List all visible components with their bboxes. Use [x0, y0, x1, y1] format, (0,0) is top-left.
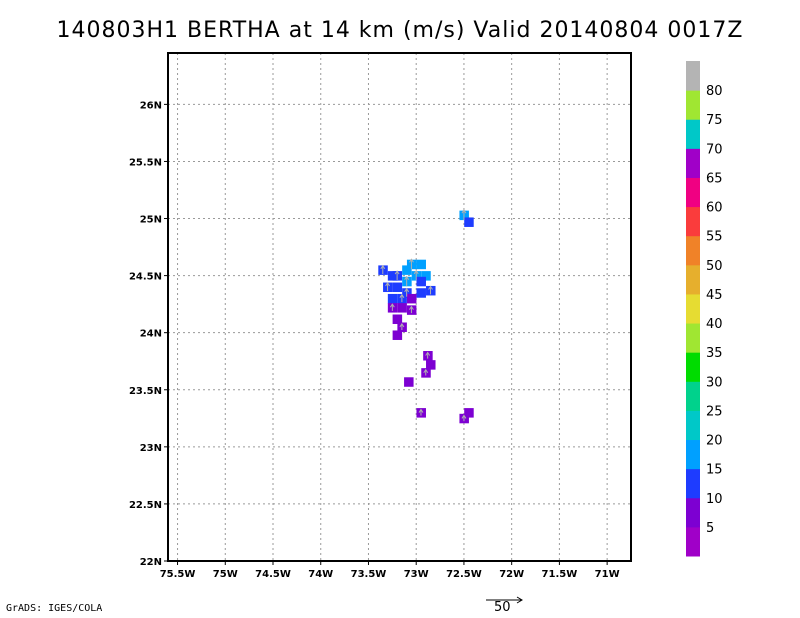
x-tick-label: 71W: [595, 569, 620, 580]
colorbar-label: 75: [706, 113, 723, 128]
wind-arrowhead: [409, 258, 414, 263]
y-tick-label: 25N: [140, 215, 162, 226]
reference-vector: [486, 596, 523, 604]
x-tick-label: 71.5W: [542, 569, 578, 580]
wind-cell: [464, 217, 474, 227]
colorbar-label: 60: [706, 201, 723, 216]
wind-arrowhead: [404, 287, 410, 293]
reference-vector-arrowhead: [516, 596, 523, 604]
y-axis: 22N 22.5N 23N 23.5N 24N 24.5N 25N 25.5N 26N: [129, 100, 168, 568]
x-tick-label: 72W: [499, 569, 524, 580]
x-tick-label: 73W: [404, 569, 429, 580]
colorbar-label: 10: [706, 492, 723, 507]
wind-arrowhead: [404, 275, 410, 280]
wind-cell: [464, 408, 474, 418]
wind-cell: [404, 377, 414, 387]
wind-cell: [392, 330, 403, 340]
colorbar-label: 5: [706, 521, 714, 536]
wind-cell: [406, 293, 417, 304]
x-tick-label: 72.5W: [446, 569, 482, 580]
wind-arrowhead: [380, 264, 386, 270]
wind-cell: [416, 276, 426, 287]
colorbar-swatch: [686, 410, 700, 441]
colorbar-label: 40: [706, 317, 723, 332]
colorbar-swatch: [686, 352, 700, 382]
colorbar-swatch: [686, 148, 700, 178]
wind-cell: [387, 271, 398, 281]
wind-arrowhead: [399, 323, 405, 328]
colorbar-swatch: [686, 293, 700, 324]
colorbar-swatch: [686, 526, 700, 557]
colorbar-label: 25: [706, 404, 723, 419]
wind-cell: [421, 271, 431, 281]
wind-cell: [392, 282, 403, 293]
wind-arrowhead: [413, 269, 419, 275]
wind-arrowhead: [399, 293, 405, 298]
wind-cell: [387, 293, 398, 304]
y-tick-label: 24.5N: [129, 272, 162, 283]
colorbar-swatch: [686, 235, 700, 266]
y-tick-label: 22N: [140, 557, 162, 568]
y-tick-label: 23.5N: [129, 386, 162, 397]
x-tick-label: 74W: [308, 569, 333, 580]
x-axis: 75.5W 75W 74.5W 74W 73.5W 73W 72.5W 72W 71.5W 71W: [160, 561, 620, 580]
x-tick-label: 75.5W: [160, 569, 196, 580]
chart-title: 140803H1 BERTHA at 14 km (m/s) Valid 201…: [56, 18, 744, 43]
colorbar-label: 80: [706, 84, 723, 99]
wind-cell: [402, 265, 412, 275]
y-tick-label: 23N: [140, 443, 162, 454]
colorbar-swatch: [686, 468, 700, 499]
colorbar-swatch: [686, 264, 700, 295]
colorbar-swatch: [686, 206, 700, 237]
x-tick-label: 75W: [213, 569, 238, 580]
wind-arrowhead: [425, 351, 431, 356]
colorbar-swatch: [686, 61, 700, 91]
wind-arrowhead: [461, 414, 467, 419]
grads-credit: GrADS: IGES/COLA: [6, 603, 103, 614]
plot-border: [167, 52, 632, 562]
colorbar-label: 65: [706, 171, 723, 186]
wind-cell: [426, 360, 436, 370]
wind-arrowhead: [461, 209, 467, 214]
colorbar-label: 15: [706, 463, 723, 478]
colorbar-label: 35: [706, 346, 723, 361]
colorbar-label: 55: [706, 230, 723, 245]
wind-cell: [416, 288, 426, 298]
plot-frame: [167, 52, 632, 562]
wind-arrowhead: [394, 270, 400, 275]
x-tick-label: 73.5W: [351, 569, 387, 580]
colorbar-swatch: [686, 90, 700, 120]
y-tick-label: 22.5N: [129, 500, 162, 511]
x-tick-label: 74.5W: [255, 569, 291, 580]
colorbar-label: 30: [706, 375, 723, 390]
colorbar-label: 20: [706, 434, 723, 449]
reference-vector-label: 50: [494, 600, 511, 615]
colorbar-swatch: [686, 119, 700, 149]
colorbar-label: 50: [706, 259, 723, 274]
colorbar-swatch: [686, 381, 700, 411]
colorbar-label: 70: [706, 142, 723, 157]
wind-cell: [416, 259, 426, 270]
wind-arrowhead: [409, 305, 414, 310]
wind-cell: [392, 314, 403, 324]
y-tick-label: 25.5N: [129, 157, 162, 168]
wind-arrowhead: [423, 368, 429, 374]
wind-arrowhead: [385, 282, 390, 287]
y-tick-label: 24N: [140, 329, 162, 340]
wind-arrowhead: [418, 408, 424, 413]
colorbar-swatch: [686, 323, 700, 353]
wind-arrowhead: [389, 303, 395, 308]
colorbar-swatch: [686, 497, 700, 528]
colorbar: 5 10 15 20 25 30 35 40 45 50 55 60 65 70 75 80: [686, 61, 723, 557]
wind-vectors: [380, 209, 467, 422]
colorbar-label: 45: [706, 288, 723, 303]
y-tick-label: 26N: [140, 100, 162, 111]
colorbar-swatch: [686, 439, 700, 470]
wind-cell: [397, 303, 407, 313]
wind-arrowhead: [428, 285, 433, 290]
colorbar-swatch: [686, 177, 700, 208]
